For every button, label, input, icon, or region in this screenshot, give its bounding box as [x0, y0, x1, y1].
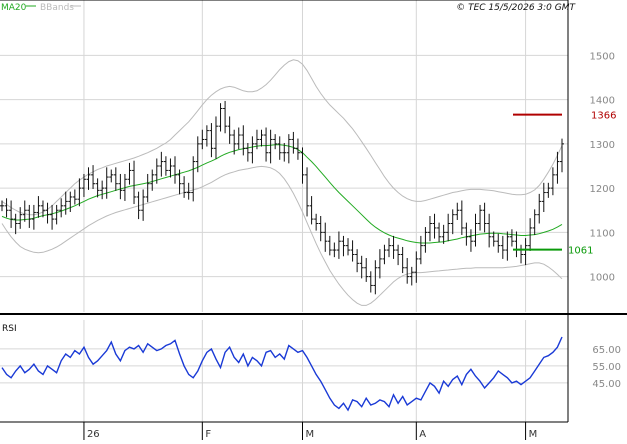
x-tick-label: 26 — [87, 429, 100, 440]
legend-bbands-label: BBands — [40, 3, 74, 13]
rsi-tick-label: 45.00 — [592, 379, 621, 390]
x-tick-label: A — [419, 429, 426, 440]
price-tick-label: 1000 — [590, 273, 615, 284]
bb-lower-line — [1, 165, 563, 306]
price-tick-label: 1200 — [590, 184, 615, 195]
price-tick-label: 1400 — [590, 96, 615, 107]
rsi-tick-label: 65.00 — [592, 345, 621, 356]
x-tick-label: F — [205, 429, 211, 440]
price-tick-label: 1100 — [590, 228, 615, 239]
bb-upper-line — [1, 59, 563, 216]
moving-average — [1, 144, 563, 244]
x-tick-label: M — [305, 429, 314, 440]
price-tick-label: 1300 — [590, 140, 615, 151]
copyright-label: © TEC 15/5/2026 3:0 GMT — [456, 3, 576, 13]
price-tick-label: 1500 — [590, 51, 615, 62]
rsi-panel — [1, 336, 563, 412]
support-level-label: 1061 — [568, 246, 593, 257]
legend-ma20-label: MA20 — [1, 3, 27, 13]
price-bars — [0, 100, 564, 295]
x-tick-label: M — [529, 429, 538, 440]
rsi-panel-label: RSI — [2, 324, 17, 334]
price-levels — [513, 113, 562, 251]
ma20-line — [1, 144, 563, 244]
rsi-tick-label: 55.00 — [592, 362, 621, 373]
chart-labels: 1500 1400 1300 1200 1100 1000 65.00 55.00 45.00 2… — [1, 3, 621, 440]
bollinger-bands — [1, 59, 563, 306]
rsi-line — [1, 336, 563, 412]
resistance-level-label: 1366 — [591, 111, 616, 122]
